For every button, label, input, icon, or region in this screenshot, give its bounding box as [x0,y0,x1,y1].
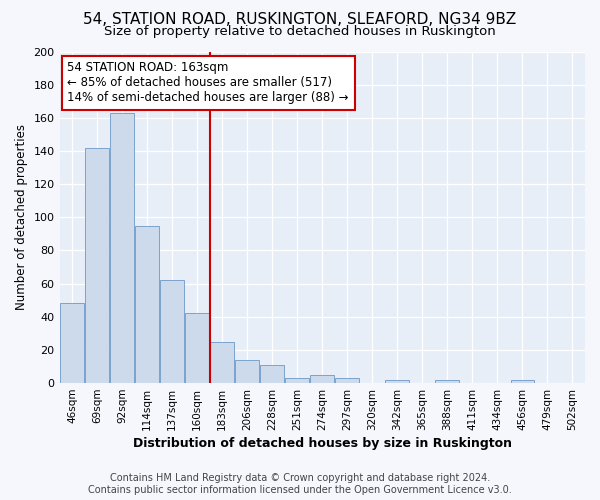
Text: 54 STATION ROAD: 163sqm
← 85% of detached houses are smaller (517)
14% of semi-d: 54 STATION ROAD: 163sqm ← 85% of detache… [67,62,349,104]
Bar [436,380,459,383]
Bar [110,113,134,383]
Bar [335,378,359,383]
Bar [60,304,84,383]
Text: Size of property relative to detached houses in Ruskington: Size of property relative to detached ho… [104,25,496,38]
Y-axis label: Number of detached properties: Number of detached properties [15,124,28,310]
Bar [85,148,109,383]
Bar [235,360,259,383]
X-axis label: Distribution of detached houses by size in Ruskington: Distribution of detached houses by size … [133,437,512,450]
Bar [511,380,535,383]
Bar [286,378,309,383]
Bar [135,226,159,383]
Text: Contains HM Land Registry data © Crown copyright and database right 2024.
Contai: Contains HM Land Registry data © Crown c… [88,474,512,495]
Bar [310,375,334,383]
Bar [260,365,284,383]
Bar [185,314,209,383]
Text: 54, STATION ROAD, RUSKINGTON, SLEAFORD, NG34 9BZ: 54, STATION ROAD, RUSKINGTON, SLEAFORD, … [83,12,517,28]
Bar [385,380,409,383]
Bar [160,280,184,383]
Bar [210,342,234,383]
